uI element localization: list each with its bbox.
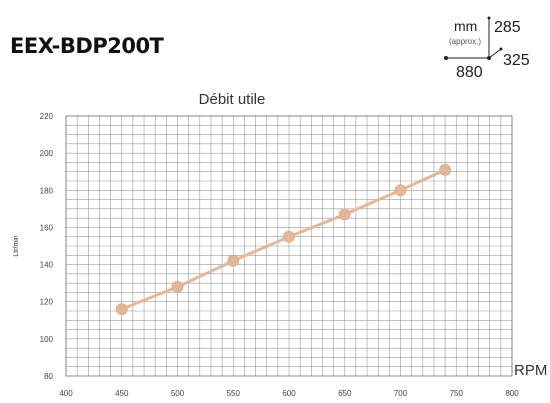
chart-title: Débit utile <box>199 91 266 108</box>
dimension-lines-icon <box>444 16 503 60</box>
dimension-depth: 325 <box>503 52 530 69</box>
x-axis-label: RPM <box>514 362 547 379</box>
x-tick-label: 650 <box>338 389 352 398</box>
data-point <box>171 280 184 293</box>
x-tick-label: 500 <box>171 389 185 398</box>
data-point <box>283 230 295 243</box>
dimensions-legend: mm (approx.) 285 880 325 <box>0 0 550 90</box>
x-tick-label: 550 <box>227 389 241 398</box>
x-tick-label: 450 <box>115 389 129 398</box>
x-tick-label: 400 <box>59 389 73 398</box>
y-tick-label: 220 <box>40 112 54 121</box>
y-tick-label: 200 <box>40 149 54 158</box>
dimension-width: 880 <box>456 64 483 81</box>
flow-rate-chart: Débit utile 80 100 120 140 160 180 200 220 400 450… <box>13 91 547 398</box>
y-tick-label: 100 <box>40 335 54 344</box>
plot-frame <box>65 115 513 377</box>
model-title: EEX-BDP200T <box>10 34 164 58</box>
y-tick-label: 140 <box>40 261 54 270</box>
data-point <box>115 303 128 316</box>
y-axis-label: Ltr/min <box>13 235 20 257</box>
y-tick-label: 180 <box>40 186 54 195</box>
dimension-unit: mm <box>454 18 478 34</box>
data-point <box>338 208 351 221</box>
dimension-approx-note: (approx.) <box>449 37 482 46</box>
data-point <box>227 254 240 267</box>
dimension-height: 285 <box>494 19 521 36</box>
x-tick-label: 600 <box>282 389 296 398</box>
x-tick-label: 750 <box>450 389 464 398</box>
grid <box>65 115 513 377</box>
data-point <box>394 184 407 197</box>
x-tick-label: 700 <box>394 389 408 398</box>
x-tick-label: 800 <box>505 389 519 398</box>
y-tick-label: 120 <box>40 298 54 307</box>
y-tick-label: 80 <box>44 372 53 381</box>
y-tick-label: 160 <box>40 223 54 232</box>
data-point <box>439 163 452 176</box>
